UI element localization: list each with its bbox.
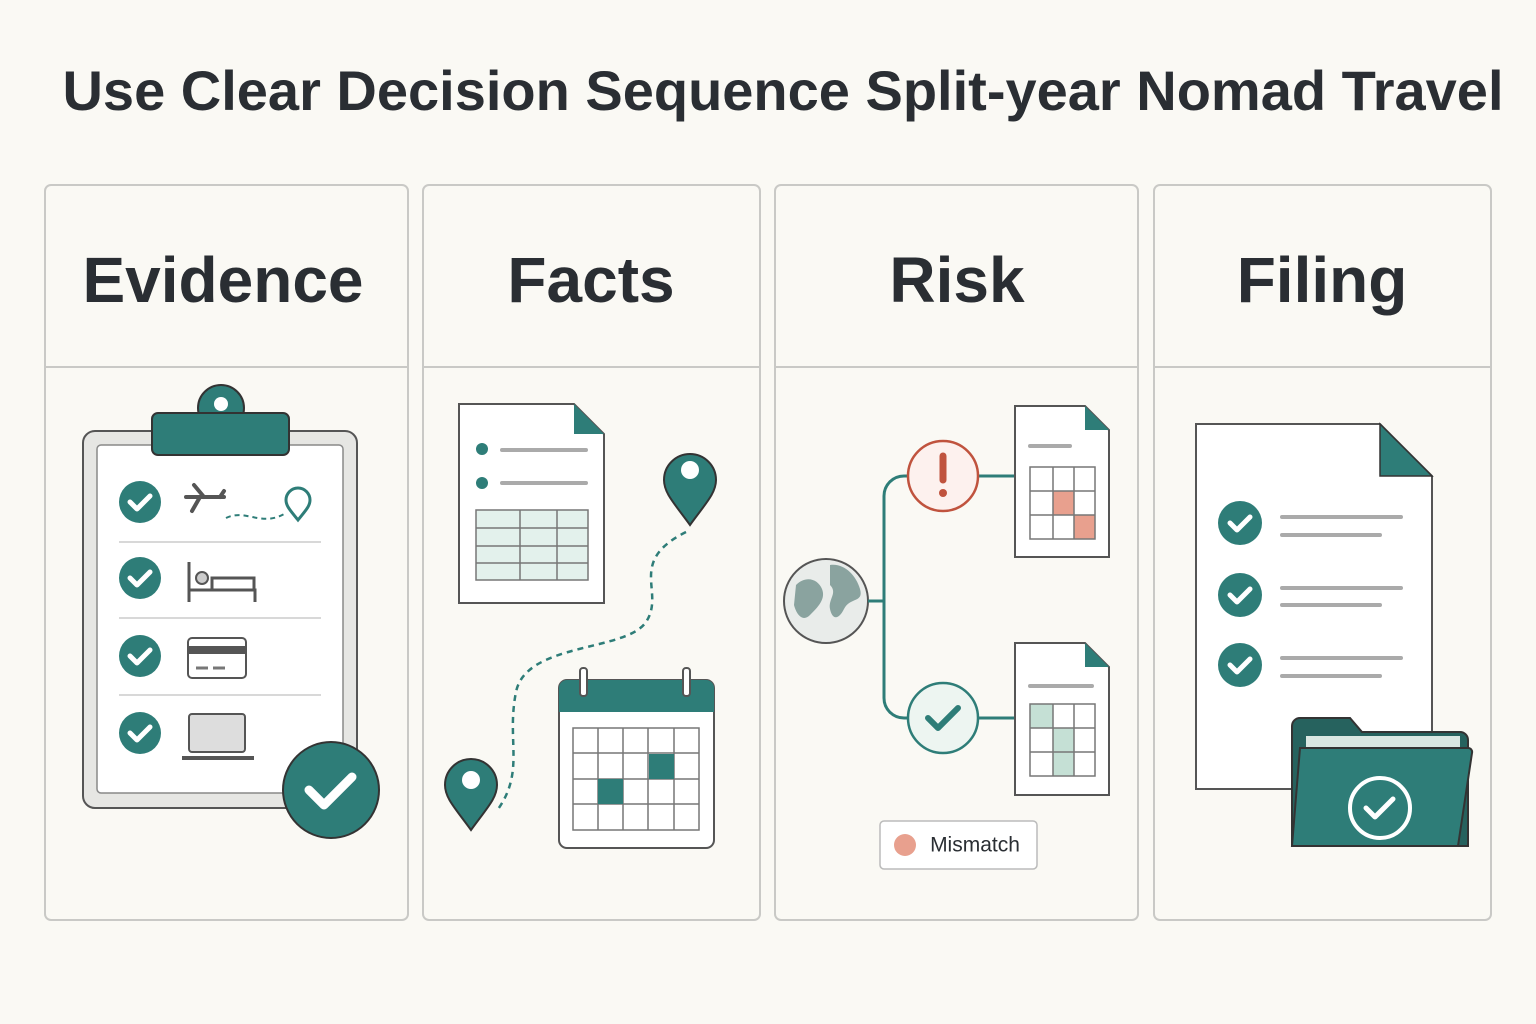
legend-label: Mismatch <box>930 834 1020 857</box>
risk-icon <box>783 405 1110 870</box>
panel-label: Evidence <box>82 244 363 316</box>
facts-icon <box>443 403 718 849</box>
panel-label: Filing <box>1237 244 1408 316</box>
clipboard-icon <box>82 384 380 839</box>
panel-label: Risk <box>889 244 1025 316</box>
filing-icon <box>1195 422 1474 847</box>
panel-label: Facts <box>507 244 674 316</box>
title: Use Clear Decision Sequence Split-year N… <box>62 59 1503 122</box>
